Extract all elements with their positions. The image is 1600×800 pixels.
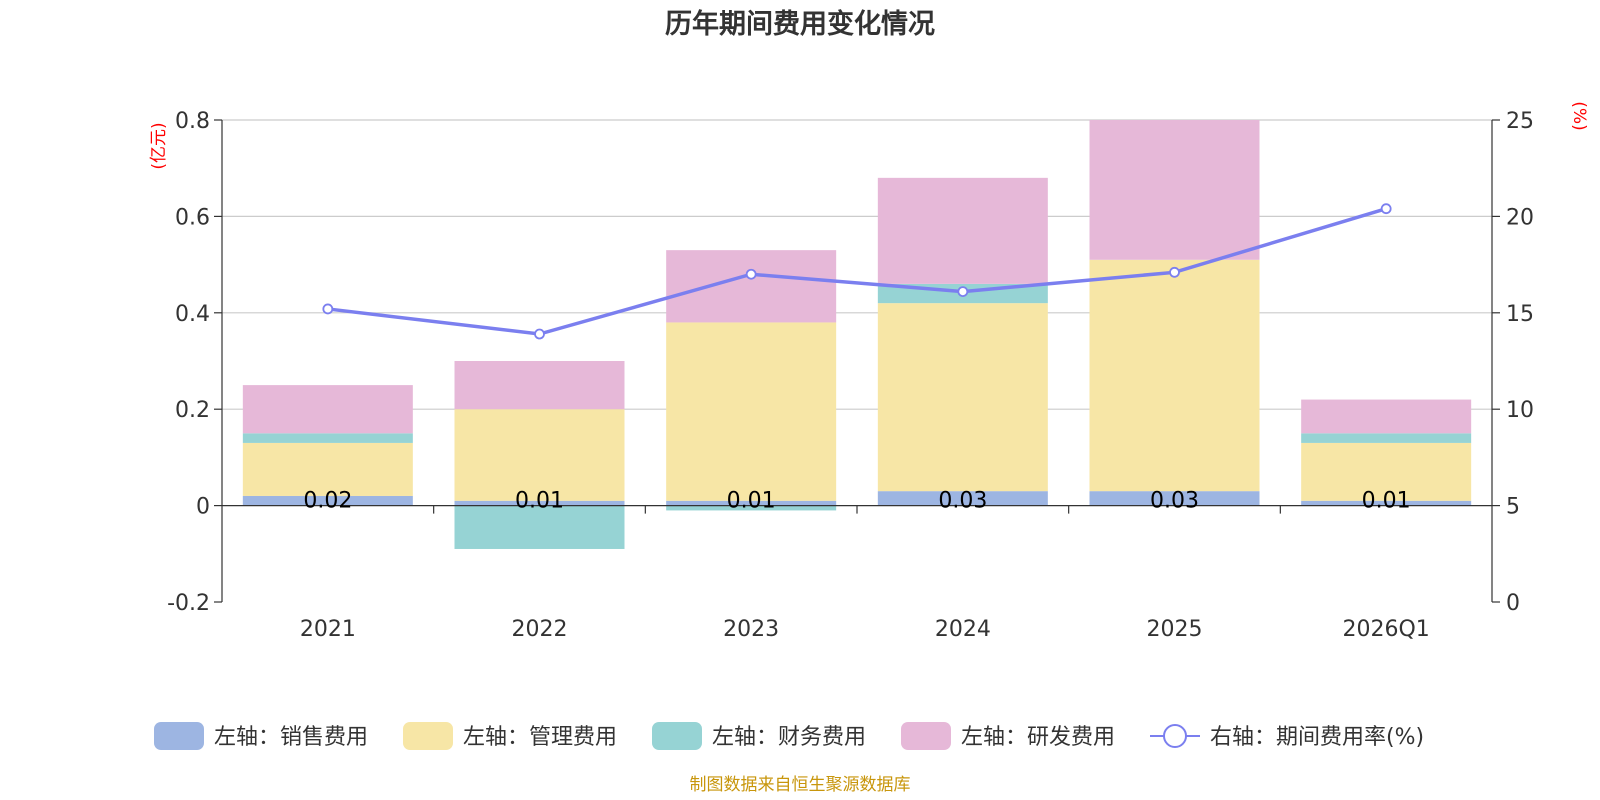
legend-label: 右轴：期间费用率(%): [1210, 725, 1424, 750]
legend-label: 左轴：销售费用: [214, 725, 368, 750]
rate-point: [1169, 266, 1180, 278]
bar-segment-2: [1301, 442, 1472, 501]
legend: 左轴：销售费用 左轴：管理费用 左轴：财务费用 左轴：研发费用 右轴：期间费用率(%): [154, 722, 1424, 750]
rate-point: [322, 303, 334, 315]
left-tick-label: 0.6: [175, 205, 210, 230]
x-tick-label: 2023: [723, 617, 779, 642]
legend-swatch: [403, 722, 453, 750]
legend-item-4: 左轴：研发费用: [901, 722, 1115, 750]
rate-line-path: [327, 207, 1387, 336]
bar-segment-1: [877, 491, 1048, 506]
left-tick-label: 0: [196, 495, 210, 520]
legend-swatch: [154, 722, 204, 750]
bar-segment-2: [1089, 259, 1260, 492]
bar-segment-4: [242, 385, 413, 434]
bar-segment-3: [666, 505, 837, 511]
gridlines: [222, 119, 1492, 410]
right-tick-label: 0: [1506, 591, 1520, 616]
left-tick-label: 0.4: [175, 302, 210, 327]
left-tick-label: -0.2: [167, 591, 210, 616]
left-tick-label: 0.2: [175, 398, 210, 423]
data-label: 0.03: [1150, 489, 1199, 514]
data-labels: 0.02 0.01 0.01 0.03 0.03 0.01: [303, 489, 1410, 514]
bar-segment-2: [666, 322, 837, 501]
right-axis-unit: (%): [1569, 101, 1589, 130]
legend-swatch: [901, 722, 951, 750]
bar-segment-1: [1301, 500, 1472, 506]
bar-segment-4: [666, 250, 837, 323]
bar-segment-3: [454, 505, 625, 549]
bars: [242, 120, 1472, 549]
x-tick-label: 2021: [300, 617, 356, 642]
right-tick-label: 15: [1506, 302, 1534, 327]
bar-segment-2: [454, 409, 625, 501]
x-tick-label: 2025: [1147, 617, 1203, 642]
bar-segment-4: [877, 177, 1048, 284]
rate-point: [957, 286, 969, 297]
right-tick-label: 20: [1506, 205, 1534, 230]
bar-segment-4: [1089, 120, 1260, 260]
chart-title: 历年期间费用变化情况: [665, 8, 935, 40]
left-axis-unit: (亿元): [149, 122, 169, 169]
x-tick-label: 2022: [512, 617, 568, 642]
data-label: 0.01: [727, 489, 776, 514]
left-tick-label: 0.8: [175, 109, 210, 134]
right-tick-label: 5: [1506, 495, 1520, 520]
bar-segment-2: [877, 303, 1048, 492]
legend-label: 左轴：管理费用: [463, 725, 617, 750]
bar-segment-1: [666, 500, 837, 506]
bar-segment-2: [242, 442, 413, 496]
legend-label: 左轴：财务费用: [712, 725, 866, 750]
legend-line-marker: [1163, 724, 1187, 748]
rate-line: [322, 203, 1392, 340]
legend-item-2: 左轴：管理费用: [403, 722, 617, 750]
data-label: 0.01: [1362, 489, 1411, 514]
rate-point: [1380, 203, 1392, 215]
right-tick-label: 25: [1506, 109, 1534, 134]
legend-label: 左轴：研发费用: [961, 725, 1115, 750]
data-label: 0.02: [303, 489, 352, 514]
source-note: 制图数据来自恒生聚源数据库: [690, 775, 911, 795]
rate-point: [745, 268, 757, 280]
legend-item-1: 左轴：销售费用: [154, 722, 368, 750]
bar-segment-4: [454, 361, 625, 410]
legend-item-3: 左轴：财务费用: [652, 722, 866, 750]
bar-segment-4: [1301, 399, 1472, 434]
x-tick-label: 2024: [935, 617, 991, 642]
bar-segment-1: [242, 495, 413, 506]
data-label: 0.01: [515, 489, 564, 514]
data-label: 0.03: [938, 489, 987, 514]
bar-segment-1: [1089, 491, 1260, 506]
bar-segment-1: [454, 500, 625, 506]
right-tick-label: 10: [1506, 398, 1534, 423]
bar-segment-3: [1301, 433, 1472, 443]
x-tick-label: 2026Q1: [1343, 617, 1430, 642]
bar-segment-3: [242, 433, 413, 443]
rate-point: [534, 328, 545, 340]
legend-swatch: [652, 722, 702, 750]
legend-item-5: 右轴：期间费用率(%): [1150, 724, 1424, 750]
